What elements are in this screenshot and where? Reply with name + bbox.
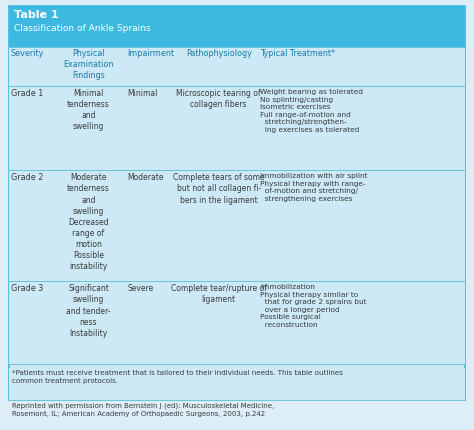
Text: Moderate
tenderness
and
swelling
Decreased
range of
motion
Possible
instability: Moderate tenderness and swelling Decreas…	[67, 173, 110, 271]
Text: Significant
swelling
and tender-
ness
Instability: Significant swelling and tender- ness In…	[66, 284, 111, 338]
Text: Table 1: Table 1	[14, 10, 59, 20]
Text: Minimal: Minimal	[128, 89, 158, 98]
Text: Complete tears of some
but not all collagen fi-
bers in the ligament: Complete tears of some but not all colla…	[173, 173, 264, 205]
Bar	[9, 368, 465, 400]
Text: Physical
Examination
Findings: Physical Examination Findings	[64, 49, 114, 80]
Text: Moderate: Moderate	[128, 173, 164, 182]
Text: Impairment: Impairment	[128, 49, 174, 58]
Text: Grade 2: Grade 2	[11, 173, 43, 182]
Text: Reprinted with permission from Bernstein J (ed): Musculoskeletal Medicine,
Rosem: Reprinted with permission from Bernstein…	[12, 402, 274, 417]
Text: Immobilization
Physical therapy similar to
  that for grade 2 sprains but
  over: Immobilization Physical therapy similar …	[260, 284, 366, 328]
Text: Classification of Ankle Sprains: Classification of Ankle Sprains	[14, 24, 151, 33]
Text: Complete tear/rupture of
ligament: Complete tear/rupture of ligament	[171, 284, 267, 304]
Text: Grade 1: Grade 1	[11, 89, 43, 98]
Text: Typical Treatment*: Typical Treatment*	[260, 49, 335, 58]
Text: Weight bearing as tolerated
No splinting/casting
Isometric exercises
Full range-: Weight bearing as tolerated No splinting…	[260, 89, 363, 133]
Text: Severity: Severity	[11, 49, 44, 58]
Text: Minimal
tenderness
and
swelling: Minimal tenderness and swelling	[67, 89, 110, 132]
Text: *Patients must receive treatment that is tailored to their individual needs. Thi: *Patients must receive treatment that is…	[12, 370, 343, 384]
Text: Grade 3: Grade 3	[11, 284, 43, 293]
Bar	[9, 6, 465, 47]
Text: Immobilization with air splint
Physical therapy with range-
  of-motion and stre: Immobilization with air splint Physical …	[260, 173, 367, 202]
Text: Pathophysiology: Pathophysiology	[186, 49, 252, 58]
Text: Severe: Severe	[128, 284, 154, 293]
Bar	[9, 47, 465, 364]
Bar	[9, 400, 465, 430]
Text: Microscopic tearing of
collagen fibers: Microscopic tearing of collagen fibers	[176, 89, 261, 109]
